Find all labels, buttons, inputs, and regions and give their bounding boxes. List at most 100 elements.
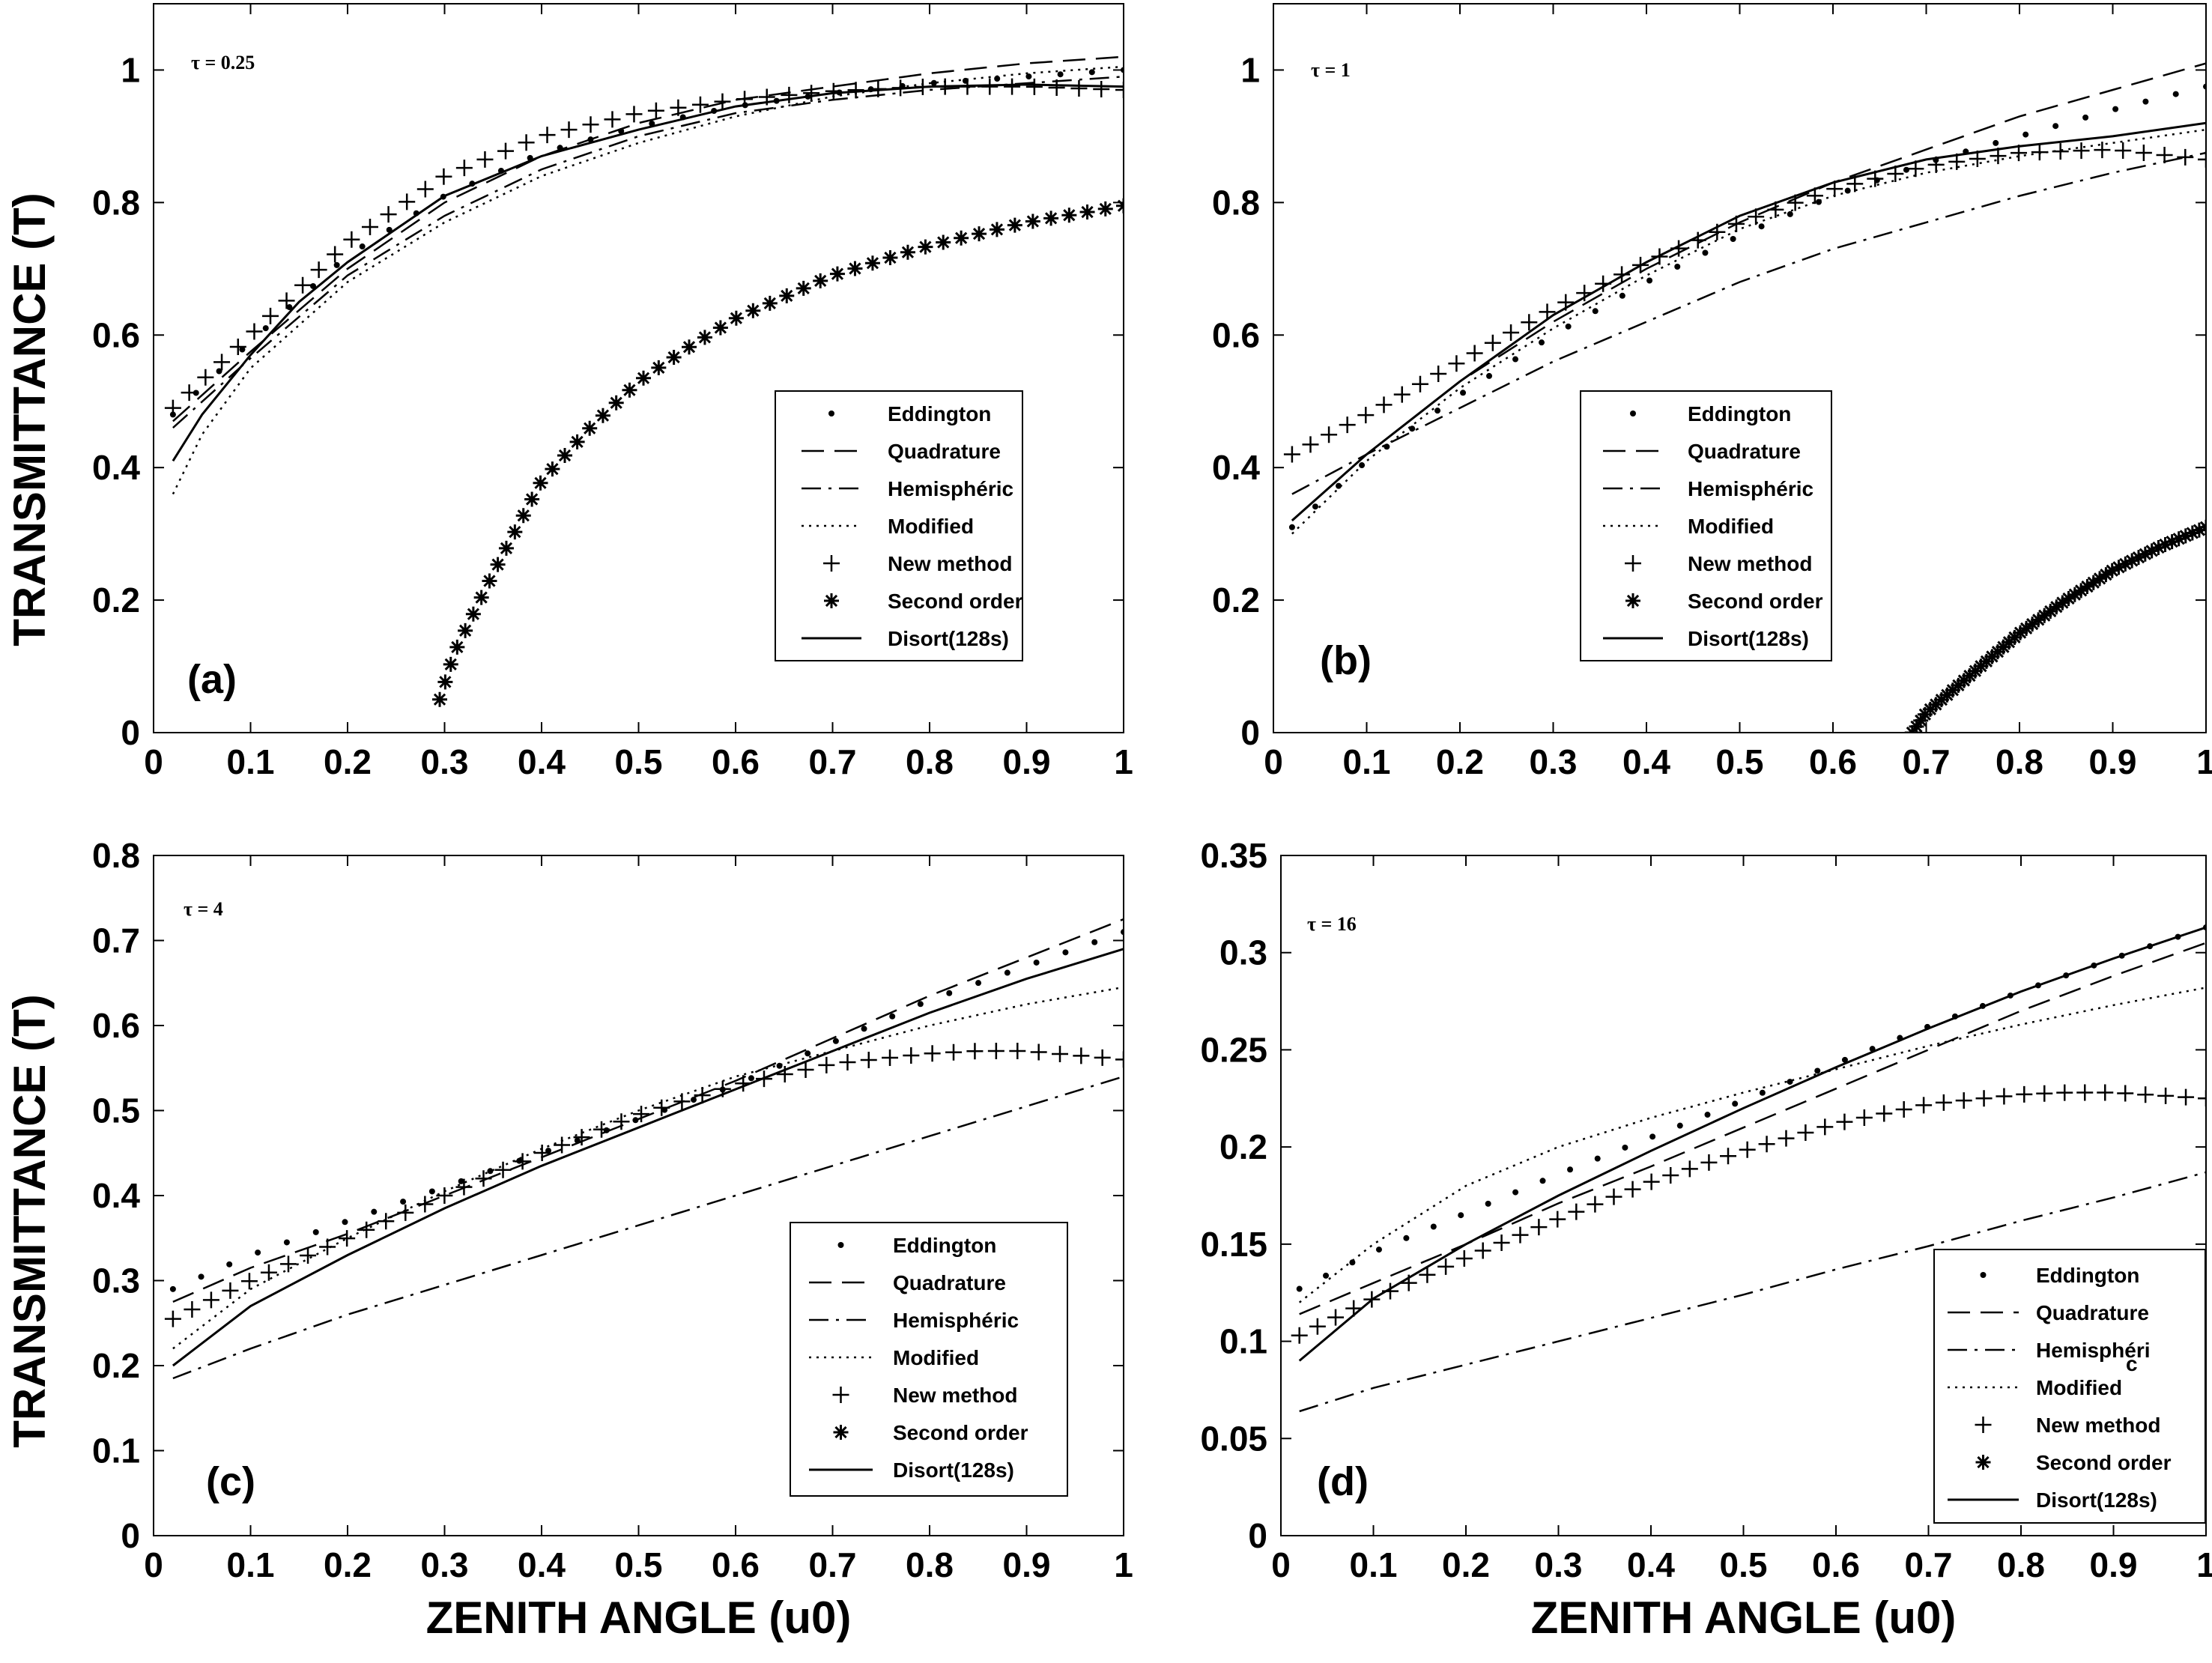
x-axis-label: ZENITH ANGLE (u0) [426,1593,852,1643]
x-tick-label: 0.5 [1716,742,1764,781]
marker-plus [694,1087,711,1104]
marker-asterisk [582,420,598,436]
marker-plus [1070,79,1088,97]
x-tick-label: 0.9 [1003,742,1051,781]
marker-plus [1437,1258,1455,1275]
marker-plus [2178,1088,2195,1106]
marker-dot [2022,131,2029,138]
marker-asterisk [2144,543,2160,559]
x-tick-label: 0.5 [615,742,663,781]
marker-plus [497,142,515,160]
marker-asterisk [762,295,778,311]
marker-dot [226,1261,233,1267]
legend-symbol [832,1387,849,1403]
marker-dot [458,1178,464,1184]
marker-plus [1025,78,1043,95]
x-tick-label: 0.4 [518,742,566,781]
marker-plus [343,231,360,248]
marker-dot [1622,1144,1628,1151]
legend-symbol [1630,411,1636,416]
marker-plus [229,338,246,355]
marker-plus [1430,366,1447,383]
x-tick-label: 0.8 [1997,1545,2045,1584]
marker-plus [164,1310,181,1327]
series-new-method [1291,1084,2206,1344]
marker-plus [2156,146,2173,163]
marker-plus [1681,1160,1698,1178]
marker-asterisk [918,239,933,255]
marker-dot [1323,1272,1330,1279]
legend-symbol [1975,1455,1991,1470]
marker-plus [1915,1097,1933,1114]
marker-plus [560,121,578,139]
marker-plus [573,1129,590,1146]
marker-dot [400,1199,407,1205]
marker-plus [966,1043,984,1060]
marker-plus [1935,1094,1952,1111]
marker-plus [1758,1136,1775,1153]
marker-asterisk [595,408,610,423]
marker-plus [1855,1109,1873,1127]
marker-dot [262,325,269,332]
marker-dot [1787,1079,1793,1085]
x-tick-label: 0.8 [906,1545,954,1584]
panel-label: (c) [206,1459,255,1504]
marker-asterisk [608,395,624,411]
marker-dot [487,1168,494,1175]
marker-dot [1512,356,1519,363]
marker-asterisk [936,234,951,250]
legend: Eddington Quadrature Hemisphéric Modified Ne… [1580,390,1832,661]
marker-dot [283,1239,290,1246]
marker-plus [184,1301,201,1318]
series-hemisph-ric [1299,1171,2206,1413]
marker-asterisk [900,244,915,260]
legend-box [1580,390,1832,661]
x-tick-label: 0.3 [421,1545,469,1584]
y-tick-label: 0.25 [1200,1030,1267,1069]
marker-plus [1521,314,1538,331]
marker-dot [1649,1133,1656,1140]
marker-plus [1613,266,1631,283]
marker-asterisk [745,303,761,318]
legend-label: New method [888,552,1012,575]
marker-asterisk [728,310,744,326]
marker-asterisk [545,461,560,477]
series-eddington [1288,83,2206,530]
marker-dot [975,980,982,987]
marker-plus [1739,1141,1756,1158]
marker-plus [2117,1085,2134,1102]
marker-asterisk [2043,603,2058,619]
marker-asterisk [507,524,523,540]
marker-dot [2142,98,2149,105]
marker-asterisk [2061,591,2076,607]
marker-dot [1758,223,1765,230]
marker-plus [1030,1043,1047,1061]
marker-plus [2198,1090,2206,1107]
marker-dot [216,368,222,375]
marker-plus [1643,1173,1660,1190]
marker-plus [1048,79,1065,96]
marker-plus [714,93,731,110]
marker-asterisk [847,261,863,276]
marker-dot [255,1249,261,1256]
marker-asterisk [1061,208,1077,223]
marker-asterisk [2118,556,2133,572]
marker-dot [1485,1200,1491,1207]
legend-label: Second order [888,590,1023,613]
marker-plus [1093,80,1110,97]
x-tick-label: 0.2 [1436,742,1484,781]
marker-plus [839,1053,856,1070]
legend-symbol [1625,555,1641,572]
marker-plus [1115,1051,1124,1068]
y-tick-label: 0.2 [1212,581,1260,620]
marker-plus [2052,143,2069,160]
marker-dot [930,79,937,86]
marker-plus [1797,1124,1814,1141]
marker-plus [397,1204,414,1221]
marker-dot [2052,123,2059,130]
marker-asterisk [2124,553,2140,569]
marker-plus [361,218,378,235]
legend-entry: Disort(128s) [1948,1488,2157,1512]
marker-plus [294,276,312,294]
marker-asterisk [2037,608,2052,623]
